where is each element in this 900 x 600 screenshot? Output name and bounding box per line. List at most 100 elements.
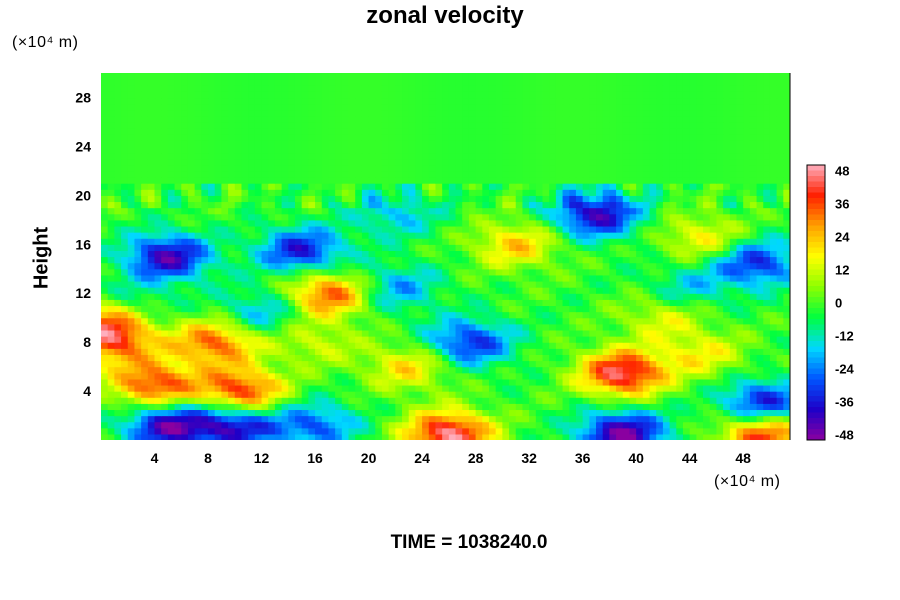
heatmap-cell [147,225,156,233]
heatmap-cell [428,195,437,203]
heatmap-cell [495,176,503,184]
heatmap-cell [301,268,309,276]
heatmap-cell [261,213,269,221]
heatmap-cell [141,195,149,203]
heatmap-cell [254,415,263,423]
heatmap-cell [147,323,156,331]
heatmap-cell [241,421,249,429]
heatmap-cell [763,403,771,411]
heatmap-cell [167,250,176,258]
heatmap-cell [107,293,115,300]
heatmap-cell [462,342,470,349]
heatmap-cell [308,207,316,215]
heatmap-cell [375,317,383,325]
heatmap-cell [455,201,463,209]
heatmap-cell [348,225,356,233]
heatmap-cell [442,409,450,417]
heatmap-cell [736,299,744,307]
heatmap-cell [161,164,169,172]
heatmap-cell [348,415,356,423]
heatmap-cell [261,299,269,307]
heatmap-cell [208,170,216,178]
heatmap-cell [208,299,216,307]
heatmap-cell [763,372,771,380]
heatmap-cell [656,329,664,337]
heatmap-cell [455,293,463,300]
heatmap-cell [642,287,651,294]
heatmap-cell [636,397,644,404]
heatmap-cell [602,146,610,154]
heatmap-cell [241,311,249,319]
heatmap-cell [602,427,610,435]
heatmap-cell [736,397,744,404]
heatmap-cell [756,433,764,440]
heatmap-cell [308,317,316,325]
heatmap-cell [649,158,657,166]
heatmap-cell [408,391,416,398]
heatmap-cell [629,274,637,282]
heatmap-cell [716,189,724,196]
heatmap-cell [147,378,156,386]
heatmap-cell [415,232,423,239]
heatmap-cell [629,238,637,245]
heatmap-cell [729,317,738,325]
heatmap-cell [515,299,524,307]
heatmap-cell [529,274,537,282]
heatmap-cell [723,152,731,160]
heatmap-cell [428,348,437,355]
heatmap-cell [274,366,283,374]
heatmap-cell [167,256,176,264]
heatmap-cell [729,189,738,196]
heatmap-cell [783,268,790,276]
heatmap-cell [488,329,497,337]
heatmap-cell [495,311,503,319]
heatmap-cell [248,274,256,282]
heatmap-cell [288,232,296,239]
heatmap-cell [776,244,784,251]
heatmap-cell [609,299,617,307]
heatmap-cell [388,366,396,374]
heatmap-cell [141,201,149,209]
heatmap-cell [355,336,363,343]
heatmap-cell [616,421,624,429]
heatmap-cell [642,238,651,245]
heatmap-cell [542,421,550,429]
heatmap-cell [522,238,530,245]
heatmap-cell [147,213,156,221]
heatmap-cell [261,244,269,251]
heatmap-cell [448,238,457,245]
heatmap-cell [602,323,610,331]
heatmap-cell [682,305,691,313]
heatmap-cell [141,207,149,215]
heatmap-cell [729,225,738,233]
heatmap-cell [415,378,423,386]
heatmap-cell [776,207,784,215]
heatmap-cell [335,201,343,209]
heatmap-cell [161,342,169,349]
heatmap-cell [328,280,336,288]
heatmap-cell [736,329,744,337]
heatmap-cell [448,409,457,417]
heatmap-cell [281,311,289,319]
heatmap-cell [676,409,684,417]
heatmap-cell [549,433,557,440]
heatmap-cell [522,317,530,325]
heatmap-cell [435,238,443,245]
heatmap-cell [629,250,637,258]
heatmap-cell [221,427,229,435]
heatmap-cell [502,280,510,288]
heatmap-cell [743,238,751,245]
heatmap-cell [408,244,416,251]
heatmap-cell [676,403,684,411]
heatmap-cell [274,360,283,368]
heatmap-cell [723,317,731,325]
heatmap-cell [368,219,376,227]
heatmap-cell [515,207,524,215]
heatmap-cell [315,152,323,160]
heatmap-cell [596,317,604,325]
heatmap-cell [569,323,577,331]
heatmap-cell [121,409,129,417]
heatmap-cell [208,311,216,319]
heatmap-cell [448,170,457,178]
heatmap-cell [776,152,784,160]
